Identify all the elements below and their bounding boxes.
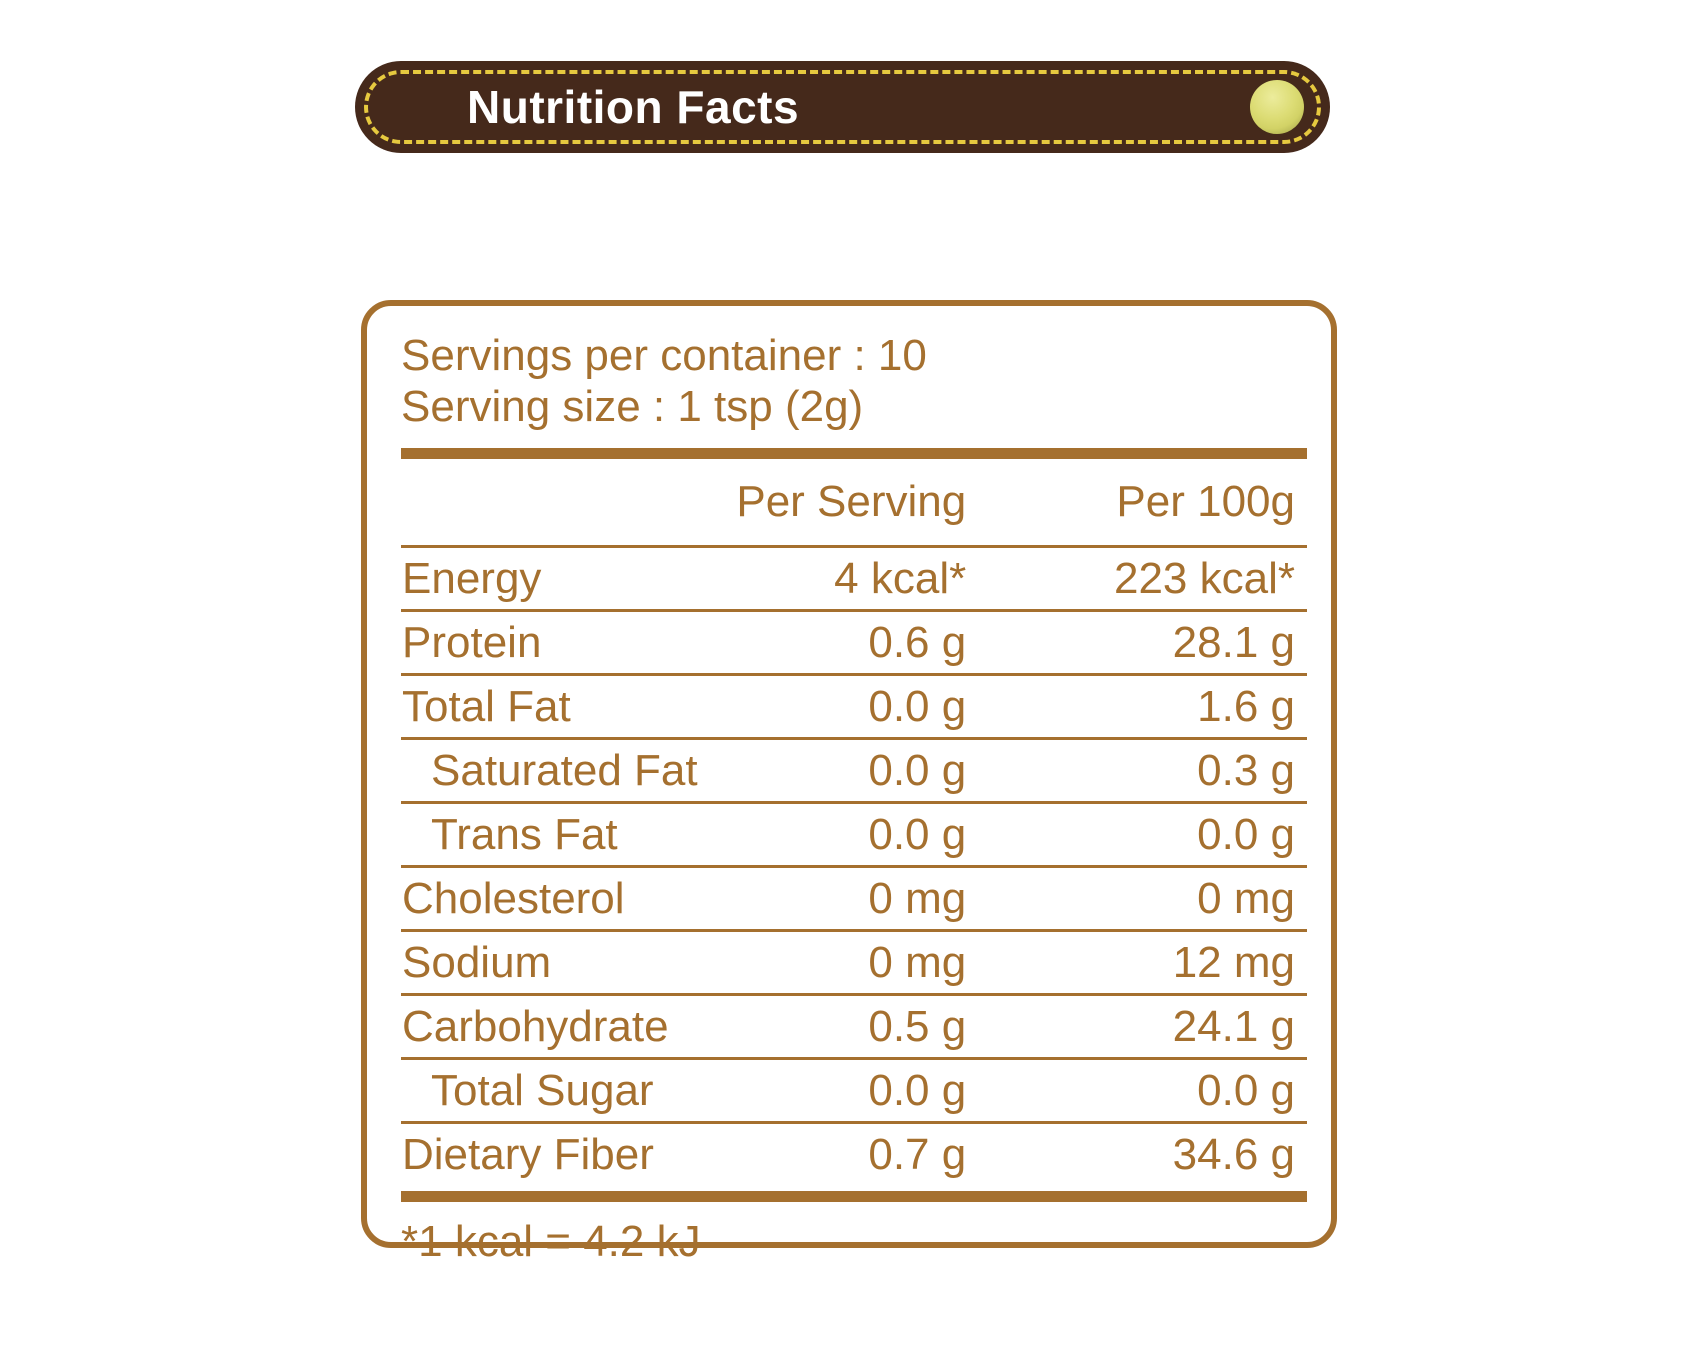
per-100g-value: 0.0 g: [967, 1057, 1307, 1123]
yellow-button-icon: [1250, 80, 1304, 134]
table-row: Trans Fat 0.0 g 0.0 g: [401, 801, 1307, 867]
table-row: Dietary Fiber 0.7 g 34.6 g: [401, 1121, 1307, 1185]
per-serving-value: 0.0 g: [727, 1057, 968, 1123]
per-100g-value: 0.0 g: [967, 801, 1307, 867]
per-100g-value: 223 kcal*: [967, 545, 1307, 611]
per-100g-value: 34.6 g: [967, 1121, 1307, 1185]
page-title: Nutrition Facts: [467, 81, 800, 133]
per-serving-value: 0.6 g: [727, 609, 968, 675]
per-serving-value: 0.5 g: [727, 993, 968, 1059]
kcal-conversion-footnote: *1 kcal = 4.2 kJ: [401, 1217, 701, 1266]
thick-divider-top: [401, 448, 1307, 459]
serving-size: Serving size : 1 tsp (2g): [401, 382, 864, 431]
nutrient-name-cell: Energy: [401, 545, 728, 611]
nutrient-name-cell: Sodium: [401, 929, 728, 995]
nutrient-column-header: [401, 459, 727, 547]
table-row: Total Sugar 0.0 g 0.0 g: [401, 1057, 1307, 1123]
table-row: Energy 4 kcal* 223 kcal*: [401, 545, 1307, 611]
nutrient-name-cell: Carbohydrate: [401, 993, 728, 1059]
nutrient-name-cell: Total Fat: [401, 673, 728, 739]
per-100g-value: 24.1 g: [967, 993, 1307, 1059]
thick-divider-bottom: [401, 1191, 1307, 1202]
per-serving-column-header: Per Serving: [736, 477, 967, 526]
per-100g-value: 1.6 g: [967, 673, 1307, 739]
per-serving-value: 4 kcal*: [727, 545, 968, 611]
per-serving-value: 0.7 g: [727, 1121, 968, 1185]
nutrient-name-cell: Saturated Fat: [401, 737, 728, 803]
per-100g-value: 0.3 g: [967, 737, 1307, 803]
table-row: Sodium 0 mg 12 mg: [401, 929, 1307, 995]
nutrient-name-cell: Protein: [401, 609, 728, 675]
nutrient-name-cell: Cholesterol: [401, 865, 728, 931]
per-serving-value: 0.0 g: [727, 737, 968, 803]
nutrition-table: Per Serving Per 100g Energy 4 kcal* 223 kc…: [401, 459, 1307, 1185]
table-row: Saturated Fat 0.0 g 0.3 g: [401, 737, 1307, 803]
per-100g-value: 28.1 g: [967, 609, 1307, 675]
per-serving-value: 0 mg: [727, 929, 968, 995]
servings-per-container: Servings per container : 10: [401, 331, 927, 380]
title-banner: Nutrition Facts: [355, 61, 1330, 153]
per-100g-value: 12 mg: [967, 929, 1307, 995]
per-100g-value: 0 mg: [967, 865, 1307, 931]
nutrient-name-cell: Total Sugar: [401, 1057, 728, 1123]
table-header-row: Per Serving Per 100g: [401, 459, 1307, 547]
nutrient-name-cell: Dietary Fiber: [401, 1121, 728, 1185]
per-serving-value: 0 mg: [727, 865, 968, 931]
per-serving-value: 0.0 g: [727, 673, 968, 739]
table-row: Total Fat 0.0 g 1.6 g: [401, 673, 1307, 739]
table-row: Protein 0.6 g 28.1 g: [401, 609, 1307, 675]
table-row: Carbohydrate 0.5 g 24.1 g: [401, 993, 1307, 1059]
table-row: Cholesterol 0 mg 0 mg: [401, 865, 1307, 931]
per-100g-column-header: Per 100g: [1116, 477, 1295, 526]
per-serving-value: 0.0 g: [727, 801, 968, 867]
nutrient-name-cell: Trans Fat: [401, 801, 728, 867]
nutrition-facts-panel: Servings per container : 10 Serving size…: [361, 300, 1337, 1266]
